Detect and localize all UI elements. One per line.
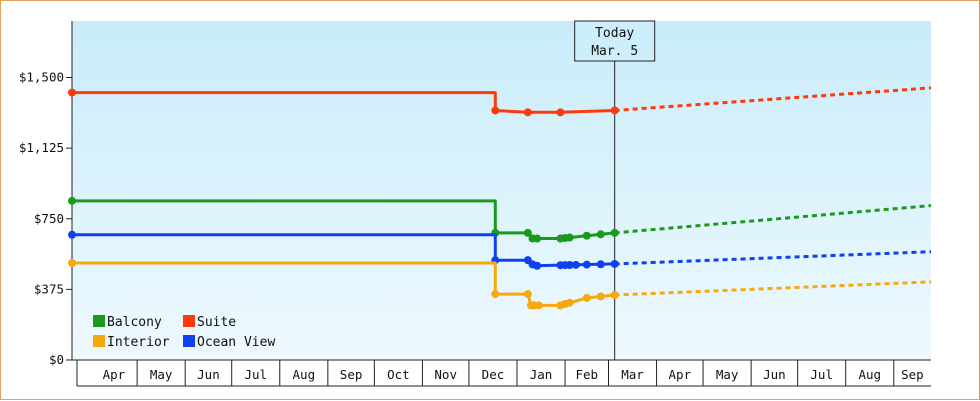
data-point — [68, 88, 76, 97]
data-point — [610, 106, 619, 115]
data-point — [534, 301, 543, 310]
legend-swatch — [183, 315, 195, 327]
series-line — [72, 233, 615, 268]
series-balcony — [68, 196, 932, 243]
data-point — [68, 259, 76, 268]
x-tick-label: Jun — [763, 367, 786, 382]
data-point — [582, 293, 591, 302]
legend-label: Ocean View — [197, 335, 275, 350]
x-tick-label: Sep — [901, 367, 924, 382]
data-point — [491, 106, 500, 115]
series-projection — [614, 204, 932, 235]
data-point — [571, 260, 580, 269]
x-tick-label: Aug — [293, 367, 316, 382]
legend-label: Interior — [107, 335, 170, 350]
today-date: Mar. 5 — [591, 44, 638, 59]
data-point — [596, 230, 605, 239]
legend-swatch — [93, 335, 105, 347]
data-point — [582, 260, 591, 269]
x-tick-label: Apr — [103, 367, 126, 382]
data-point — [523, 108, 532, 117]
series-layer — [68, 86, 932, 310]
data-point — [491, 290, 500, 299]
x-tick-label: Apr — [669, 367, 692, 382]
data-point — [610, 291, 619, 300]
y-tick-label: $750 — [34, 211, 64, 226]
legend-item: Interior — [93, 335, 170, 350]
series-suite — [68, 86, 932, 117]
x-tick-label: May — [150, 367, 173, 382]
data-point — [523, 290, 532, 299]
y-tick-label: $0 — [49, 352, 64, 367]
legend-label: Balcony — [107, 315, 162, 330]
y-tick-label: $1,500 — [19, 70, 64, 85]
data-point — [596, 260, 605, 269]
data-point — [610, 259, 619, 268]
today-label: Today — [595, 26, 634, 41]
x-tick-label: Mar — [621, 367, 644, 382]
y-tick-label: $375 — [34, 281, 64, 296]
data-point — [565, 233, 574, 242]
legend-item: Ocean View — [183, 335, 275, 350]
legend: Balcony Suite Interior Ocean View — [93, 315, 275, 350]
x-tick-label: Nov — [434, 367, 457, 382]
data-point — [610, 228, 619, 237]
x-tick-label: Feb — [575, 367, 598, 382]
x-tick-label: Aug — [858, 367, 881, 382]
today-box — [574, 20, 656, 62]
data-point — [556, 108, 565, 117]
x-tick-label: Jul — [810, 367, 833, 382]
data-point — [565, 261, 574, 270]
series-line — [72, 261, 615, 307]
data-point — [533, 234, 542, 243]
x-axis: Apr May Jun Jul Aug Sep Oct Nov Dec Jan Feb Mar Apr M… — [72, 359, 931, 387]
x-tick-label: Oct — [387, 367, 410, 382]
legend-item: Balcony — [93, 315, 162, 330]
y-tick-label: $1,125 — [19, 140, 64, 155]
data-point — [565, 298, 574, 307]
data-point — [582, 231, 591, 240]
legend-swatch — [183, 335, 195, 347]
x-tick-label: Jul — [244, 367, 267, 382]
legend-label: Suite — [197, 315, 236, 330]
plot-background — [72, 21, 931, 360]
data-point — [523, 228, 532, 237]
series-projection — [614, 280, 932, 297]
legend-item: Suite — [183, 315, 236, 330]
data-point — [596, 292, 605, 301]
legend-swatch — [93, 315, 105, 327]
x-tick-label: Jun — [197, 367, 220, 382]
series-line — [72, 91, 615, 114]
x-tick-label: Dec — [482, 367, 505, 382]
series-ocean-view — [68, 230, 932, 270]
data-point — [68, 196, 76, 205]
series-projection — [614, 86, 932, 112]
data-point — [533, 261, 542, 270]
series-projection — [614, 250, 932, 266]
x-tick-label: Sep — [340, 367, 363, 382]
series-interior — [68, 259, 932, 310]
x-tick-label: Jan — [530, 367, 553, 382]
x-tick-label: May — [716, 367, 739, 382]
y-axis: $0 $375 $750 $1,125 $1,500 — [19, 21, 73, 367]
data-point — [68, 230, 76, 239]
